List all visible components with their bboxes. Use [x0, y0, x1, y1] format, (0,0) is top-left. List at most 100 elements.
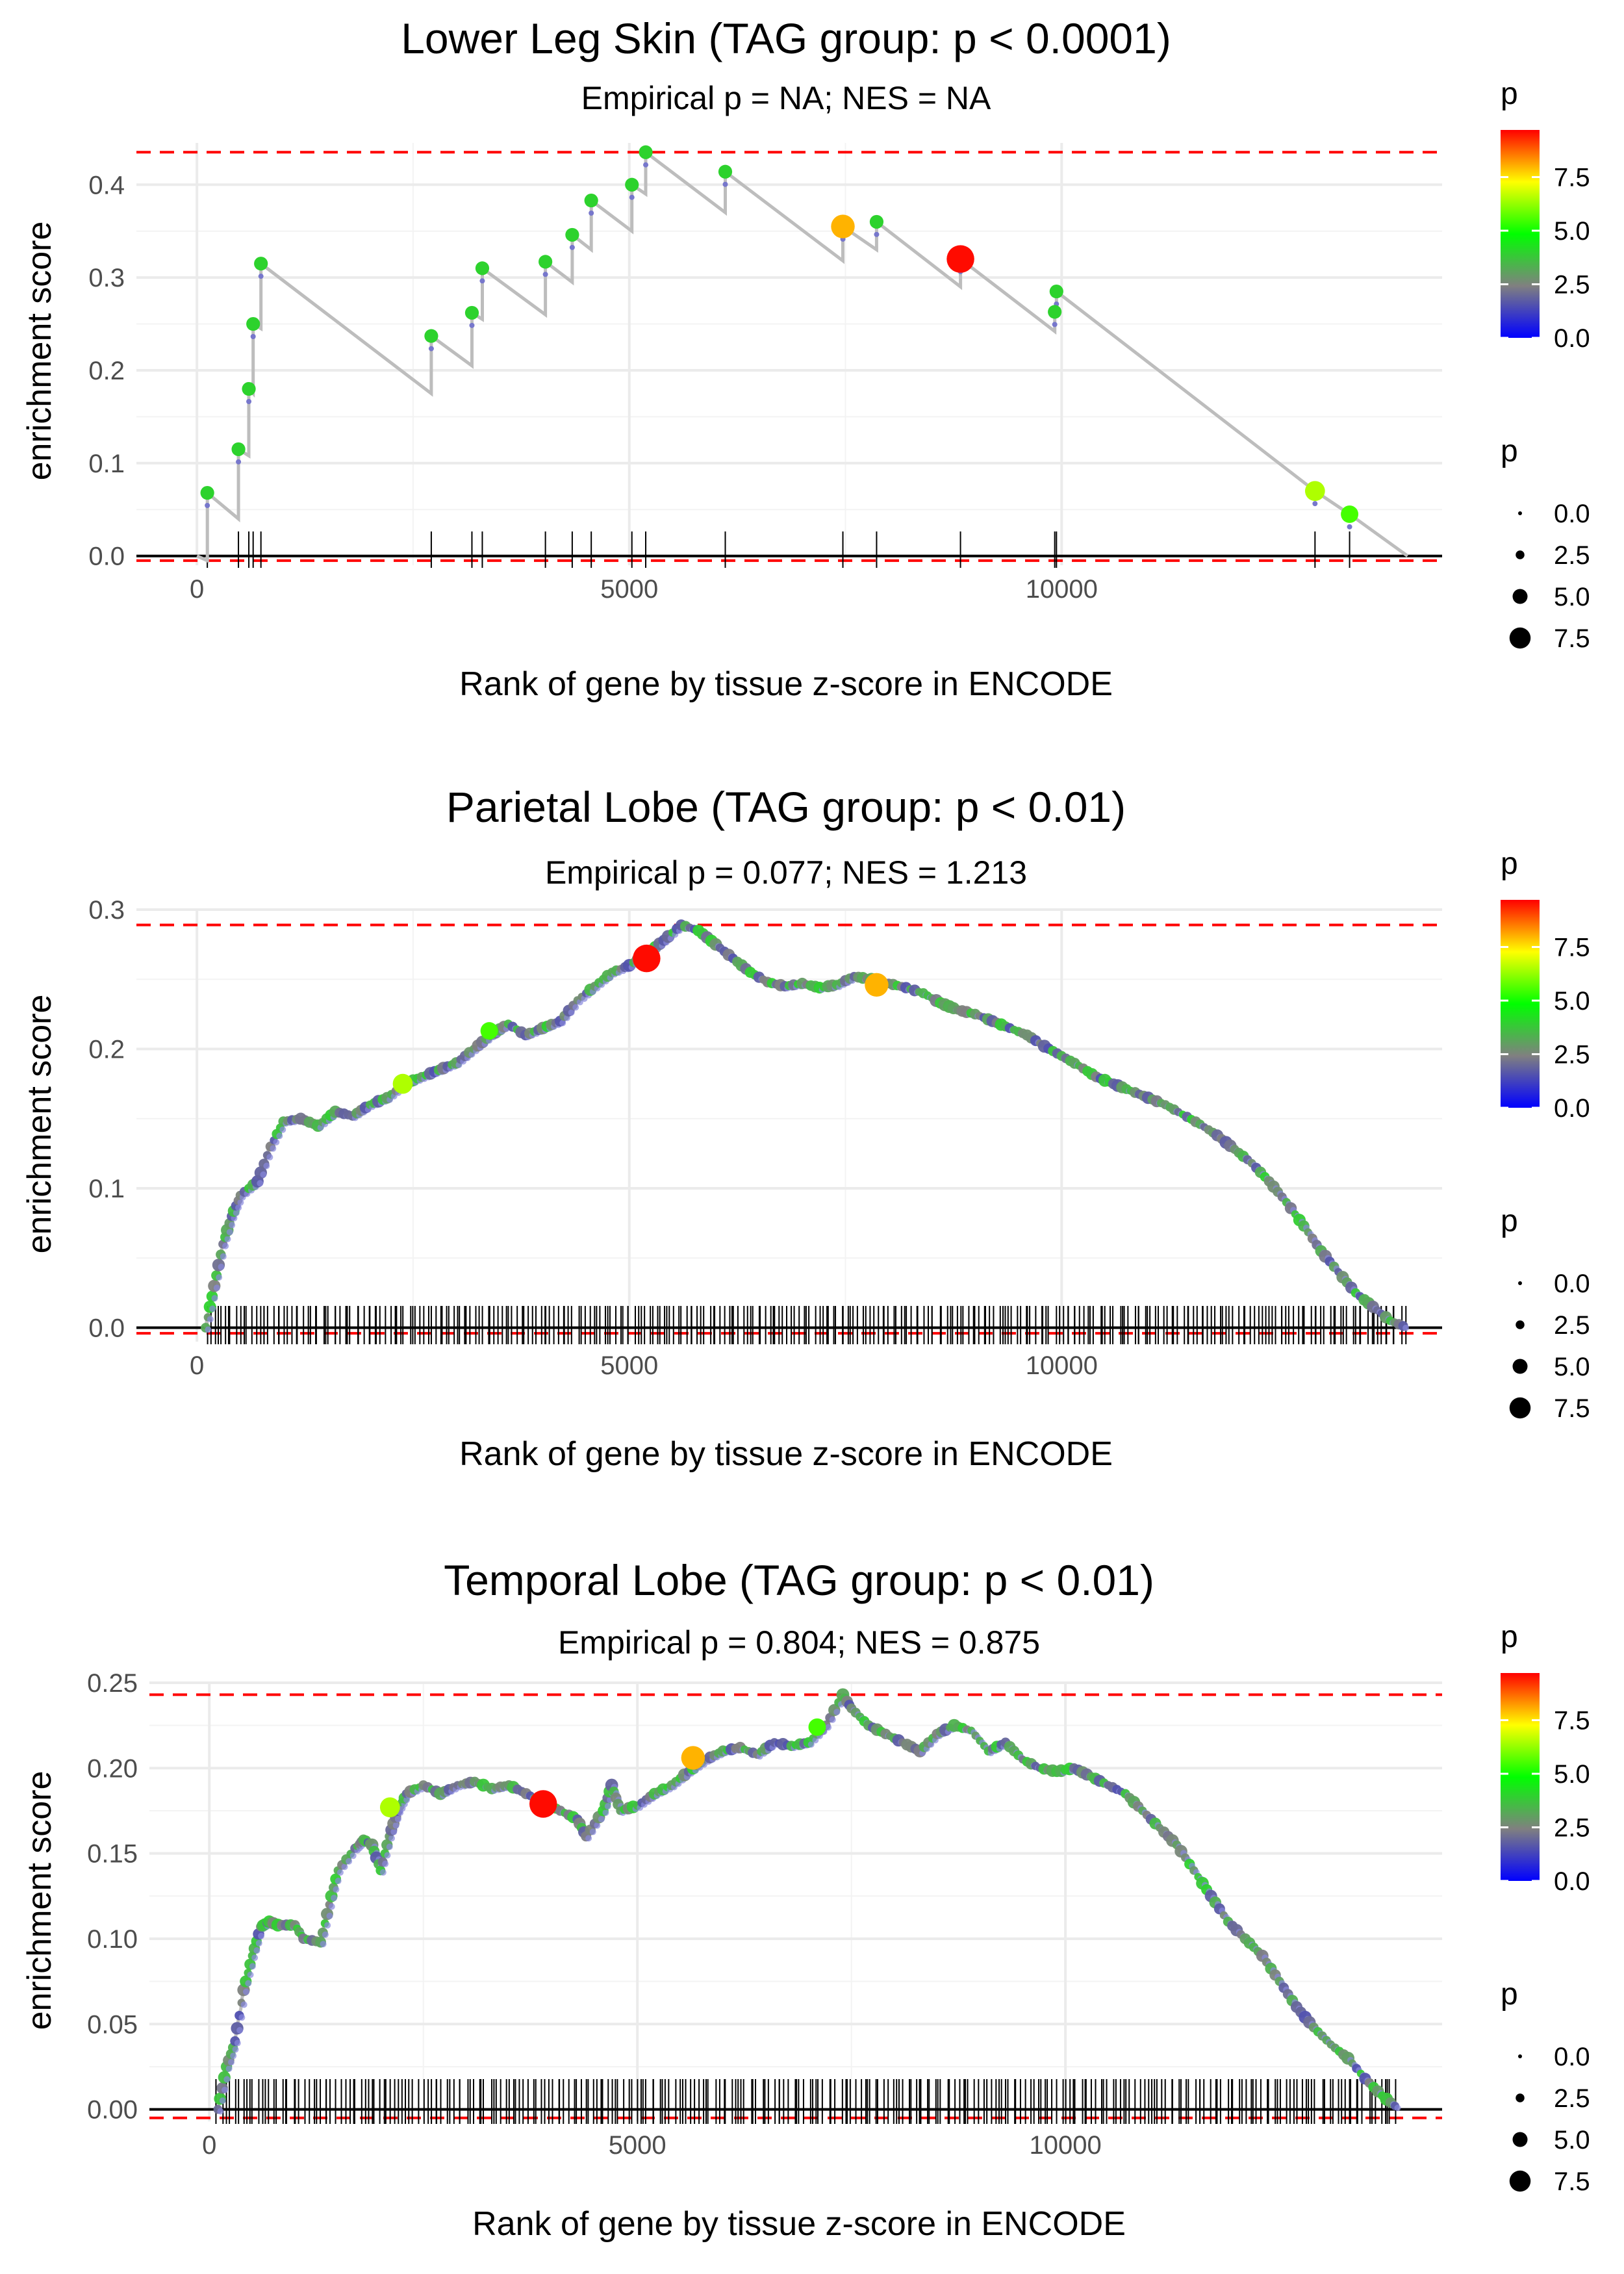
hit-point [223, 2076, 231, 2083]
x-tick-label: 0 [190, 1351, 204, 1380]
step-base-point [1312, 501, 1318, 507]
size-legend-label: 2.5 [1554, 1311, 1590, 1340]
hit-point [238, 2014, 246, 2021]
hit-point [255, 1939, 262, 1947]
hit-point [808, 1718, 826, 1736]
size-legend-label: 7.5 [1554, 624, 1590, 653]
chart-title: Parietal Lobe (TAG group: p < 0.01) [446, 783, 1126, 831]
color-bar-label: 7.5 [1554, 1707, 1590, 1735]
hit-point [565, 227, 579, 242]
hit-point [219, 2097, 226, 2104]
size-legend-dot [1518, 1281, 1522, 1285]
color-bar-label: 2.5 [1554, 1041, 1590, 1069]
hit-point [247, 1971, 254, 1978]
x-tick-label: 10000 [1026, 575, 1098, 604]
hit-point [464, 305, 479, 320]
y-tick-label: 0.3 [88, 896, 125, 925]
color-bar-label: 0.0 [1554, 1094, 1590, 1123]
hit-point [246, 316, 260, 331]
hit-point [831, 214, 855, 238]
hit-point [598, 1815, 605, 1822]
size-legend-label: 2.5 [1554, 541, 1590, 570]
hit-point [225, 2065, 233, 2072]
hit-point [394, 1815, 401, 1822]
color-bar-label: 0.0 [1554, 324, 1590, 353]
size-legend-label: 5.0 [1554, 1353, 1590, 1381]
hit-point [234, 2039, 241, 2047]
size-legend-dot [1509, 1397, 1531, 1419]
hit-point [229, 1221, 236, 1229]
plot-area: 0 5000 10000 0.00 0.05 0.10 0.15 0.20 0.25 [87, 1669, 1442, 2160]
y-tick-label: 0.00 [87, 2096, 138, 2125]
plot-area: 0 5000 10000 0.0 0.1 0.2 0.3 [88, 896, 1442, 1380]
hit-point [392, 1822, 400, 1829]
size-legend-label: 5.0 [1554, 583, 1590, 611]
y-tick-label: 0.20 [87, 1754, 138, 1783]
y-axis-label: enrichment score [21, 222, 58, 481]
hit-point [251, 1954, 259, 1961]
step-base-point [1052, 322, 1058, 327]
hit-point [213, 1284, 220, 1292]
hit-point [328, 1903, 335, 1910]
x-tick-label: 10000 [1026, 1351, 1098, 1380]
step-base-point [469, 322, 475, 328]
color-bar-label: 5.0 [1554, 987, 1590, 1016]
x-tick-label: 0 [202, 2131, 216, 2160]
hit-point [336, 1869, 344, 1876]
hit-point [529, 1790, 557, 1818]
step-base-point [589, 211, 594, 216]
size-legend-label: 5.0 [1554, 2126, 1590, 2154]
hit-point [1304, 481, 1325, 502]
color-bar-label: 5.0 [1554, 1760, 1590, 1789]
hit-point [324, 1922, 331, 1929]
legend-size-title: p [1501, 1977, 1518, 2012]
y-tick-label: 0.1 [88, 450, 125, 478]
color-bar-label: 7.5 [1554, 934, 1590, 962]
size-legend-dot [1509, 627, 1531, 649]
hit-point [205, 1326, 212, 1333]
hit-point [1394, 2104, 1401, 2112]
hit-point [475, 261, 490, 275]
hit-point [585, 1835, 592, 1842]
hit-point [222, 1242, 229, 1249]
hit-point [625, 177, 639, 192]
legend-size-title: p [1501, 1204, 1518, 1238]
hit-point [254, 257, 268, 271]
panel-parietal-lobe: Parietal Lobe (TAG group: p < 0.01) Empi… [21, 783, 1590, 1473]
hit-point [253, 1947, 260, 1954]
chart-title: Temporal Lobe (TAG group: p < 0.01) [444, 1556, 1154, 1604]
legend-color-title: p [1501, 1620, 1518, 1654]
hit-point [233, 1209, 240, 1216]
hit-point [589, 1828, 596, 1835]
panel-temporal-lobe: Temporal Lobe (TAG group: p < 0.01) Empi… [21, 1556, 1590, 2243]
hit-point [226, 1229, 233, 1236]
step-base-point [205, 503, 210, 508]
hit-point [807, 1741, 815, 1748]
color-bar [1501, 130, 1540, 338]
step-base-point [1347, 524, 1352, 530]
size-legend-dot [1518, 511, 1522, 515]
size-legend-dot [1518, 2054, 1522, 2058]
hit-point [218, 1264, 225, 1271]
hit-point [604, 1803, 611, 1810]
hit-point [1048, 305, 1062, 319]
hit-point [390, 1828, 398, 1835]
hit-point [249, 1963, 256, 1970]
hit-point [829, 1716, 836, 1723]
x-tick-label: 5000 [600, 1351, 658, 1380]
hit-point [231, 442, 246, 457]
hit-point [681, 1746, 705, 1770]
hit-point [276, 1132, 283, 1140]
hit-point [379, 1797, 400, 1818]
plot-area: 0 5000 10000 0.0 0.1 0.2 0.3 0.4 [88, 143, 1442, 604]
y-axis-label: enrichment score [21, 1771, 58, 2030]
x-tick-label: 0 [190, 575, 204, 604]
hit-point [594, 1822, 601, 1829]
hit-point [237, 1199, 244, 1206]
step-base-point [479, 278, 485, 284]
size-legend-label: 7.5 [1554, 1394, 1590, 1423]
hit-point [320, 1941, 327, 1948]
hit-point [200, 485, 214, 500]
hit-point [539, 255, 553, 269]
